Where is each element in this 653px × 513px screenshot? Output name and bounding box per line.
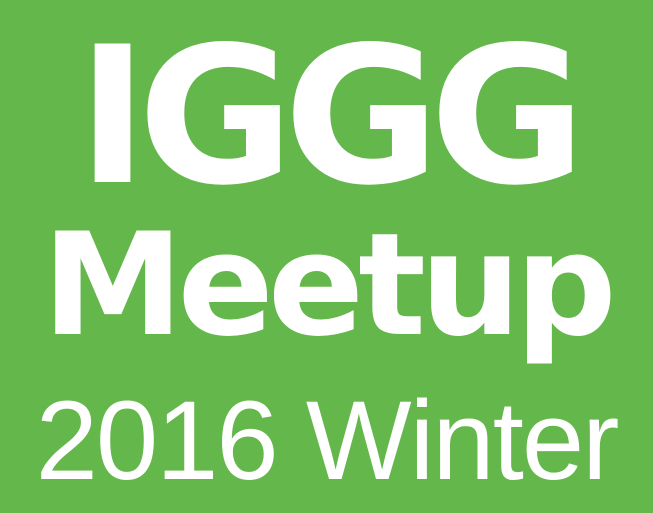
poster-title-iggg: IGGG <box>77 6 586 227</box>
poster-subtitle-date: 2016 Winter <box>35 378 620 503</box>
poster-title-meetup: Meetup <box>42 203 617 368</box>
